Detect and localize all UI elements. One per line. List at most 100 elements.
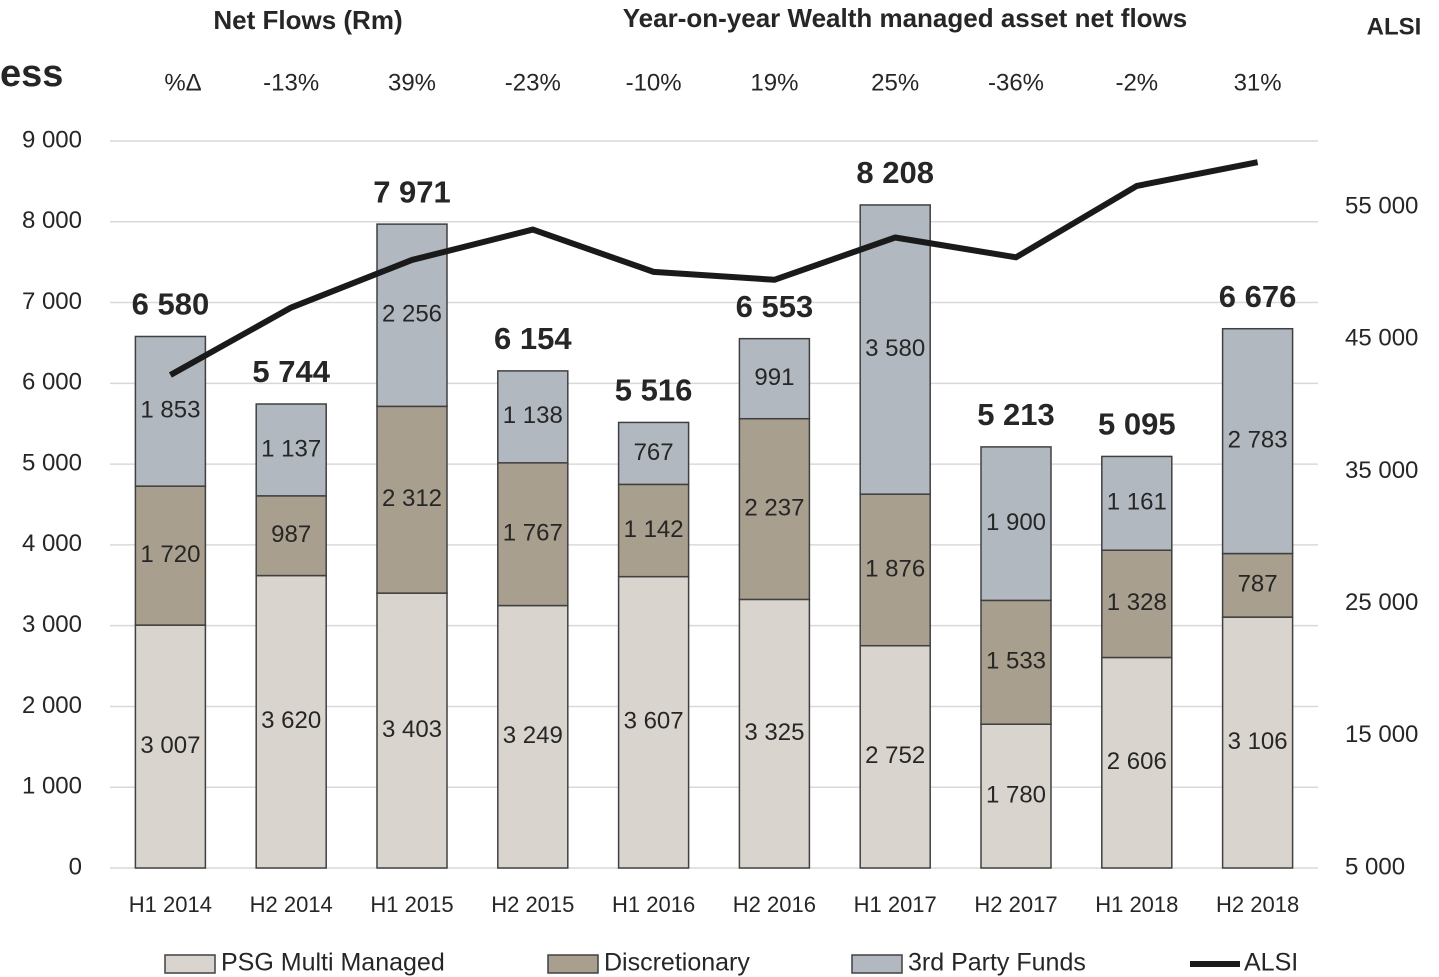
yoy-change: -36% <box>988 69 1044 96</box>
total-label: 6 553 <box>736 289 814 324</box>
bar-segment <box>497 462 569 607</box>
value-label: 3 106 <box>1228 728 1288 755</box>
x-tick-label: H2 2016 <box>733 892 816 917</box>
value-label: 2 256 <box>382 301 442 328</box>
y-tick-label: 5 000 <box>22 449 82 476</box>
yoy-change: 39% <box>388 69 436 96</box>
cut-text: ess <box>0 53 63 95</box>
value-label: 2 783 <box>1228 426 1288 453</box>
yoy-change: -2% <box>1115 69 1158 96</box>
value-label: 2 312 <box>382 485 442 512</box>
total-label: 5 213 <box>977 397 1055 432</box>
value-label: 2 606 <box>1107 748 1167 775</box>
y2-tick-label: 45 000 <box>1345 325 1418 352</box>
value-label: 1 900 <box>986 509 1046 536</box>
y-tick-label: 4 000 <box>22 530 82 557</box>
bar-segment <box>617 575 690 869</box>
value-label: 1 161 <box>1107 489 1167 516</box>
bar-segment <box>255 403 327 497</box>
bar-segment <box>980 723 1052 869</box>
y-tick-label: 7 000 <box>22 288 82 315</box>
x-tick-label: H1 2016 <box>612 892 695 917</box>
x-tick-label: H2 2018 <box>1216 892 1299 917</box>
bar-segment <box>497 370 569 464</box>
bar-segment <box>376 592 448 869</box>
value-label: 3 325 <box>744 719 804 746</box>
bar-segment <box>980 446 1052 602</box>
value-label: 1 137 <box>261 435 321 462</box>
bar-segment <box>617 421 690 486</box>
yoy-change: 19% <box>750 69 798 96</box>
yoy-label: %Δ <box>164 69 201 96</box>
bar-segment <box>255 495 327 577</box>
value-label: 3 007 <box>140 732 200 759</box>
value-label: 1 720 <box>140 541 200 568</box>
value-label: 1 328 <box>1107 589 1167 616</box>
x-tick-label: H2 2017 <box>974 892 1057 917</box>
total-label: 6 154 <box>494 321 572 356</box>
bar-segment <box>255 574 327 869</box>
legend-label: ALSI <box>1244 949 1298 977</box>
bar-segment <box>738 417 811 601</box>
value-label: 1 767 <box>503 520 563 547</box>
legend-label: PSG Multi Managed <box>221 949 445 977</box>
bar-segment <box>134 485 207 626</box>
value-label: 2 237 <box>744 494 804 521</box>
value-label: 3 580 <box>865 335 925 362</box>
x-tick-label: H1 2014 <box>129 892 212 917</box>
x-tick-label: H2 2014 <box>250 892 333 917</box>
chart-title: Year-on-year Wealth managed asset net fl… <box>623 3 1187 33</box>
legend-swatch <box>164 954 216 974</box>
bar-segment <box>1101 656 1173 869</box>
y2-tick-label: 55 000 <box>1345 192 1418 219</box>
value-label: 987 <box>271 521 311 548</box>
value-label: 3 607 <box>624 708 684 735</box>
bar-segment <box>980 599 1052 725</box>
bar-segment <box>738 598 811 869</box>
legend-swatch <box>547 954 599 974</box>
total-label: 5 095 <box>1098 407 1176 442</box>
y-tick-label: 2 000 <box>22 692 82 719</box>
total-label: 6 676 <box>1219 279 1297 314</box>
y-tick-label: 3 000 <box>22 611 82 638</box>
y2-tick-label: 15 000 <box>1345 721 1418 748</box>
bar-segment <box>859 204 931 495</box>
value-label: 3 249 <box>503 722 563 749</box>
bar-segment <box>1101 455 1173 551</box>
value-label: 1 876 <box>865 555 925 582</box>
x-tick-label: H1 2015 <box>370 892 453 917</box>
total-label: 7 971 <box>373 174 451 209</box>
y2-tick-label: 25 000 <box>1345 589 1418 616</box>
yoy-change: -23% <box>505 69 561 96</box>
x-tick-label: H1 2017 <box>854 892 937 917</box>
yoy-change: -10% <box>626 69 682 96</box>
y-tick-label: 9 000 <box>22 126 82 153</box>
yoy-change: 25% <box>871 69 919 96</box>
value-label: 991 <box>754 364 794 391</box>
value-label: 3 403 <box>382 716 442 743</box>
line-series <box>168 159 1259 378</box>
value-label: 1 780 <box>986 781 1046 808</box>
x-tick-label: H1 2018 <box>1095 892 1178 917</box>
value-label: 787 <box>1238 571 1278 598</box>
value-label: 767 <box>634 439 674 466</box>
y2-tick-label: 5 000 <box>1345 853 1405 880</box>
value-label: 1 142 <box>624 516 684 543</box>
left-title: Net Flows (Rm) <box>213 5 402 35</box>
legend-swatch <box>851 954 903 974</box>
y-tick-label: 6 000 <box>22 369 82 396</box>
bar-segment <box>376 405 448 594</box>
value-label: 1 138 <box>503 402 563 429</box>
bar-segment <box>859 493 931 647</box>
total-label: 5 516 <box>615 373 693 408</box>
bar-segment <box>497 604 569 869</box>
legend-label: 3rd Party Funds <box>908 949 1086 977</box>
yoy-change: -13% <box>263 69 319 96</box>
bar-segment <box>1101 549 1173 659</box>
value-label: 2 752 <box>865 742 925 769</box>
total-label: 6 580 <box>132 287 210 322</box>
bar-segment <box>738 337 811 420</box>
x-tick-label: H2 2015 <box>491 892 574 917</box>
y-tick-label: 8 000 <box>22 207 82 234</box>
